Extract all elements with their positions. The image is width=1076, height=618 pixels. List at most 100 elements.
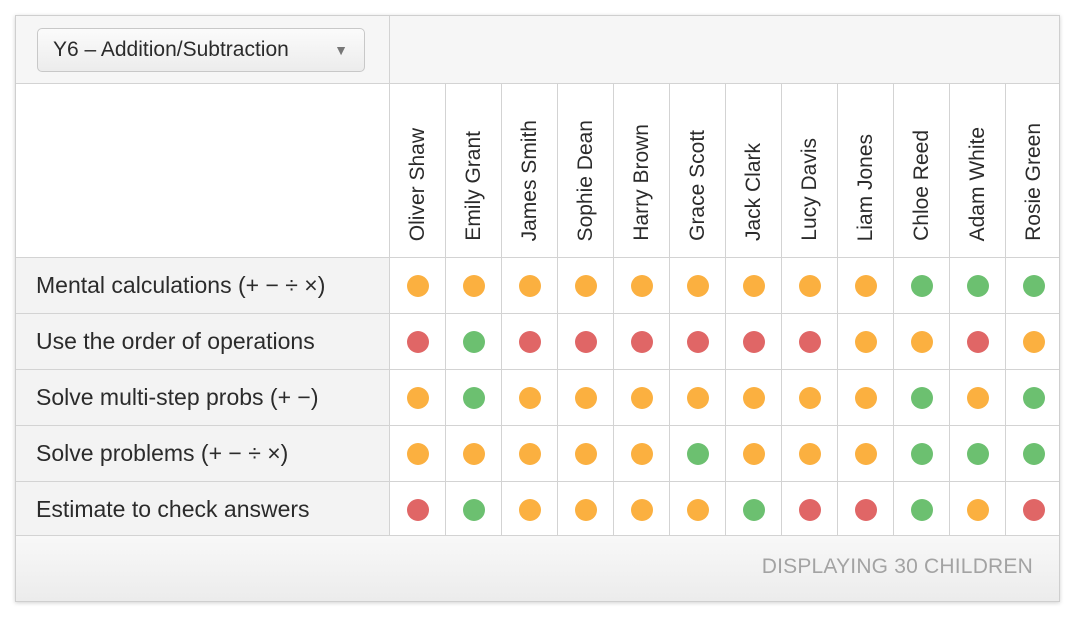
- skill-label: Estimate to check answers: [16, 481, 390, 538]
- status-cell[interactable]: [1004, 313, 1059, 370]
- status-dot-green: [910, 498, 933, 521]
- child-column-header[interactable]: Chloe Reed: [893, 83, 950, 258]
- status-cell[interactable]: [389, 481, 446, 538]
- status-dot-orange: [630, 442, 653, 465]
- status-cell[interactable]: [893, 425, 950, 482]
- status-cell[interactable]: [501, 313, 558, 370]
- status-cell[interactable]: [501, 257, 558, 314]
- status-cell[interactable]: [837, 425, 894, 482]
- status-dot-orange: [966, 498, 989, 521]
- status-cell[interactable]: [669, 481, 726, 538]
- status-cell[interactable]: [725, 481, 782, 538]
- child-column-header[interactable]: Harry Brown: [613, 83, 670, 258]
- status-cell[interactable]: [389, 257, 446, 314]
- child-column-header[interactable]: James Smith: [501, 83, 558, 258]
- status-cell[interactable]: [501, 481, 558, 538]
- status-cell[interactable]: [837, 481, 894, 538]
- status-cell[interactable]: [557, 369, 614, 426]
- status-cell[interactable]: [781, 369, 838, 426]
- child-column-header[interactable]: Rosie Green: [1004, 83, 1059, 258]
- status-dot-orange: [854, 442, 877, 465]
- child-column-header[interactable]: Sophie Dean: [557, 83, 614, 258]
- status-cell[interactable]: [1004, 481, 1059, 538]
- status-cell[interactable]: [949, 425, 1006, 482]
- status-cell[interactable]: [781, 425, 838, 482]
- status-cell[interactable]: [501, 369, 558, 426]
- child-column-header[interactable]: Lucy Davis: [781, 83, 838, 258]
- objective-dropdown-label: Y6 – Addition/Subtraction: [53, 37, 289, 61]
- status-cell[interactable]: [389, 369, 446, 426]
- child-column-header[interactable]: Emily Grant: [445, 83, 502, 258]
- status-cell[interactable]: [389, 425, 446, 482]
- status-cell[interactable]: [613, 481, 670, 538]
- status-cell[interactable]: [557, 257, 614, 314]
- status-cell[interactable]: [893, 481, 950, 538]
- status-dot-orange: [1022, 330, 1045, 353]
- status-cell[interactable]: [445, 425, 502, 482]
- status-cell[interactable]: [781, 481, 838, 538]
- status-cell[interactable]: [557, 313, 614, 370]
- status-cell[interactable]: [949, 257, 1006, 314]
- status-cell[interactable]: [445, 481, 502, 538]
- child-column-header[interactable]: Adam White: [949, 83, 1006, 258]
- status-cell[interactable]: [949, 313, 1006, 370]
- status-cell[interactable]: [613, 425, 670, 482]
- status-dot-orange: [462, 274, 485, 297]
- status-cell[interactable]: [501, 425, 558, 482]
- status-dot-orange: [686, 274, 709, 297]
- child-column-header[interactable]: Jack Clark: [725, 83, 782, 258]
- status-cell[interactable]: [725, 257, 782, 314]
- status-dot-green: [966, 442, 989, 465]
- status-cell[interactable]: [389, 313, 446, 370]
- child-column-header[interactable]: Liam Jones: [837, 83, 894, 258]
- skill-label: Solve problems (+ − ÷ ×): [16, 425, 390, 482]
- child-name: Harry Brown: [629, 124, 653, 241]
- status-dot-orange: [630, 274, 653, 297]
- status-cell[interactable]: [893, 369, 950, 426]
- status-dot-red: [406, 330, 429, 353]
- name-header-corner: [16, 83, 390, 258]
- status-cell[interactable]: [445, 369, 502, 426]
- grid-footer: DISPLAYING 30 CHILDREN: [16, 535, 1059, 601]
- status-cell[interactable]: [949, 481, 1006, 538]
- status-cell[interactable]: [669, 425, 726, 482]
- status-cell[interactable]: [669, 313, 726, 370]
- status-cell[interactable]: [557, 425, 614, 482]
- status-dot-orange: [686, 498, 709, 521]
- status-cell[interactable]: [445, 313, 502, 370]
- status-cell[interactable]: [837, 313, 894, 370]
- status-cell[interactable]: [613, 313, 670, 370]
- status-cell[interactable]: [893, 257, 950, 314]
- status-cell[interactable]: [837, 369, 894, 426]
- status-cell[interactable]: [557, 481, 614, 538]
- status-dot-green: [686, 442, 709, 465]
- status-cell[interactable]: [781, 313, 838, 370]
- status-cell[interactable]: [1004, 257, 1059, 314]
- objective-dropdown[interactable]: Y6 – Addition/Subtraction ▼: [37, 27, 365, 72]
- skill-row: Use the order of operations: [16, 313, 1059, 370]
- status-cell[interactable]: [725, 313, 782, 370]
- status-dot-orange: [462, 442, 485, 465]
- status-dot-green: [910, 274, 933, 297]
- status-cell[interactable]: [445, 257, 502, 314]
- status-cell[interactable]: [1004, 369, 1059, 426]
- status-cell[interactable]: [837, 257, 894, 314]
- status-cell[interactable]: [725, 369, 782, 426]
- status-cell[interactable]: [1004, 425, 1059, 482]
- child-column-header[interactable]: Grace Scott: [669, 83, 726, 258]
- status-cell[interactable]: [949, 369, 1006, 426]
- status-cell[interactable]: [669, 257, 726, 314]
- status-dot-red: [406, 498, 429, 521]
- child-name: Liam Jones: [853, 133, 877, 241]
- status-cell[interactable]: [613, 257, 670, 314]
- status-cell[interactable]: [781, 257, 838, 314]
- skill-row: Mental calculations (+ − ÷ ×): [16, 257, 1059, 314]
- status-cell[interactable]: [893, 313, 950, 370]
- status-cell[interactable]: [725, 425, 782, 482]
- status-cell[interactable]: [669, 369, 726, 426]
- status-dot-orange: [686, 386, 709, 409]
- status-dot-red: [630, 330, 653, 353]
- status-dot-orange: [854, 330, 877, 353]
- status-cell[interactable]: [613, 369, 670, 426]
- child-column-header[interactable]: Oliver Shaw: [389, 83, 446, 258]
